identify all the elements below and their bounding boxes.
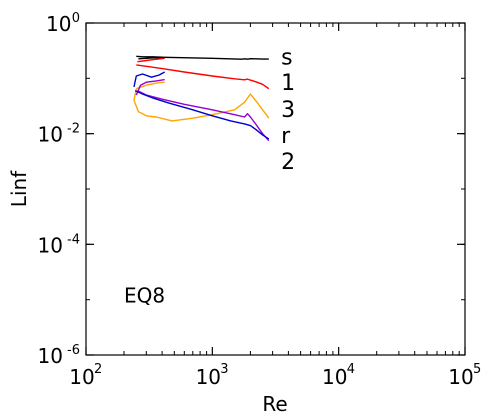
x-axis-label: Re <box>262 392 287 416</box>
series-line-r-7 <box>135 78 165 96</box>
y-tick-exponent: -2 <box>67 122 80 137</box>
eq8-annotation: EQ8 <box>124 284 165 308</box>
x-tick-exponent: 2 <box>94 362 102 377</box>
x-tick-label: 10 <box>196 365 221 389</box>
y-tick-label: 10 <box>38 123 63 147</box>
x-tick-exponent: 5 <box>473 362 481 377</box>
x-tick-exponent: 3 <box>220 362 228 377</box>
series-line-2-8 <box>134 89 270 140</box>
series-label-1: 1 <box>281 71 295 96</box>
series-label-s: s <box>281 45 292 70</box>
y-tick-exponent: -6 <box>67 343 80 358</box>
y-tick-exponent: -4 <box>67 232 80 247</box>
series-line-s-1 <box>138 57 165 60</box>
series-label-3: 3 <box>281 98 295 123</box>
y-tick-label: 10 <box>38 233 63 257</box>
x-tick-label: 10 <box>69 365 94 389</box>
series-layer <box>133 55 270 142</box>
y-tick-label: 10 <box>38 344 63 368</box>
series-line-3-5 <box>136 81 165 90</box>
x-tick-label: 10 <box>322 365 347 389</box>
y-tick-exponent: 0 <box>72 11 80 26</box>
series-line-2-9 <box>133 71 166 88</box>
series-label-r: r <box>281 124 291 149</box>
series-line-3-4 <box>133 88 270 122</box>
y-tick-label: 10 <box>46 12 71 36</box>
x-tick-exponent: 4 <box>347 362 355 377</box>
series-line-r-6 <box>137 89 270 142</box>
x-tick-label: 10 <box>448 365 473 389</box>
y-axis-label: Linf <box>7 170 31 207</box>
series-line-1-2 <box>136 64 270 90</box>
series-line-s-0 <box>136 55 269 60</box>
series-label-2: 2 <box>281 150 295 175</box>
series-line-1-3 <box>137 57 165 63</box>
